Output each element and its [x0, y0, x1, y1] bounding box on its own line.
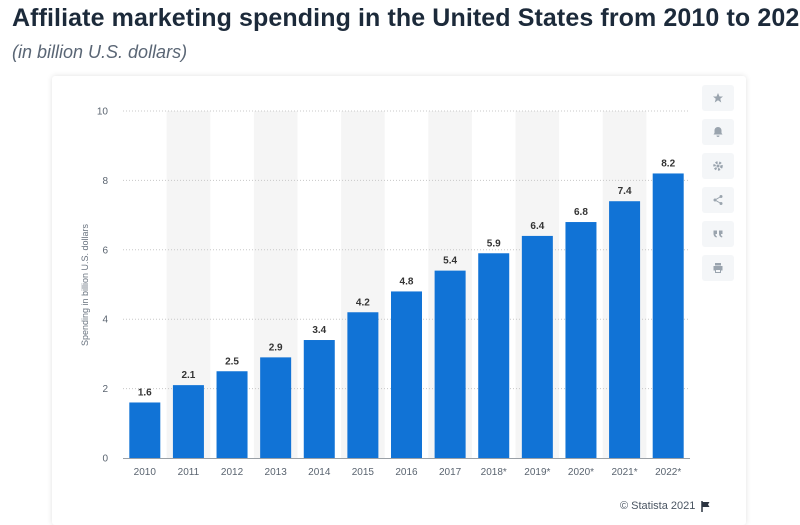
x-tick-label: 2014	[308, 467, 331, 478]
data-label: 6.4	[530, 221, 544, 232]
bar	[609, 201, 641, 458]
x-tick-label: 2012	[221, 467, 244, 478]
data-label: 4.2	[356, 297, 370, 308]
bar	[565, 222, 597, 458]
x-tick-label: 2013	[265, 467, 288, 478]
x-tick-label: 2015	[352, 467, 375, 478]
bar	[260, 357, 292, 458]
data-label: 7.4	[618, 186, 632, 197]
y-tick-label: 0	[102, 454, 108, 465]
data-label: 2.5	[225, 356, 239, 367]
copyright-credit[interactable]: © Statista 2021	[620, 500, 696, 512]
y-tick-label: 2	[102, 384, 108, 395]
y-axis-label: Spending in billion U.S. dollars	[80, 223, 90, 346]
quote-icon	[713, 230, 723, 238]
share-button[interactable]	[702, 187, 734, 213]
y-tick-label: 6	[102, 245, 108, 256]
y-tick-label: 4	[102, 315, 108, 326]
gear-icon	[713, 161, 723, 171]
bar	[521, 235, 553, 458]
notification-button[interactable]	[702, 119, 734, 145]
cite-button[interactable]	[702, 221, 734, 247]
data-label: 3.4	[312, 325, 326, 336]
x-tick-label: 2018*	[481, 467, 507, 478]
bar	[391, 291, 422, 458]
x-tick-label: 2021*	[612, 467, 638, 478]
x-tick-label: 2022*	[655, 467, 681, 478]
bell-icon	[713, 127, 723, 137]
data-label: 1.6	[138, 387, 152, 398]
bar	[478, 253, 510, 458]
favorite-button[interactable]	[702, 85, 734, 111]
bar	[172, 385, 204, 458]
chart-toolbar	[700, 85, 740, 289]
bar	[216, 371, 248, 458]
flag-icon[interactable]	[701, 500, 711, 512]
y-tick-label: 8	[102, 176, 108, 187]
x-tick-label: 2011	[178, 467, 200, 478]
data-label: 5.4	[443, 256, 457, 267]
bar	[652, 173, 684, 458]
x-tick-label: 2019*	[524, 467, 550, 478]
data-label: 2.9	[269, 342, 283, 353]
data-label: 5.9	[487, 238, 501, 249]
x-tick-label: 2010	[134, 467, 157, 478]
settings-button[interactable]	[702, 153, 734, 179]
print-icon	[713, 263, 723, 273]
x-tick-label: 2017	[439, 467, 462, 478]
bar	[129, 402, 161, 458]
y-tick-label: 10	[97, 107, 109, 118]
data-label: 6.8	[574, 207, 588, 218]
bar	[434, 270, 466, 458]
bar	[303, 340, 335, 458]
star-icon	[713, 93, 723, 103]
data-label: 2.1	[181, 370, 195, 381]
page-title: Affiliate marketing spending in the Unit…	[12, 4, 800, 32]
share-icon	[713, 195, 723, 205]
data-label: 8.2	[661, 158, 675, 169]
bar	[347, 312, 379, 458]
data-label: 4.8	[400, 276, 414, 287]
footer: © Statista 2021	[620, 500, 711, 512]
print-button[interactable]	[702, 255, 734, 281]
page-subtitle: (in billion U.S. dollars)	[12, 42, 188, 62]
x-tick-label: 2016	[395, 467, 418, 478]
x-tick-label: 2020*	[568, 467, 594, 478]
